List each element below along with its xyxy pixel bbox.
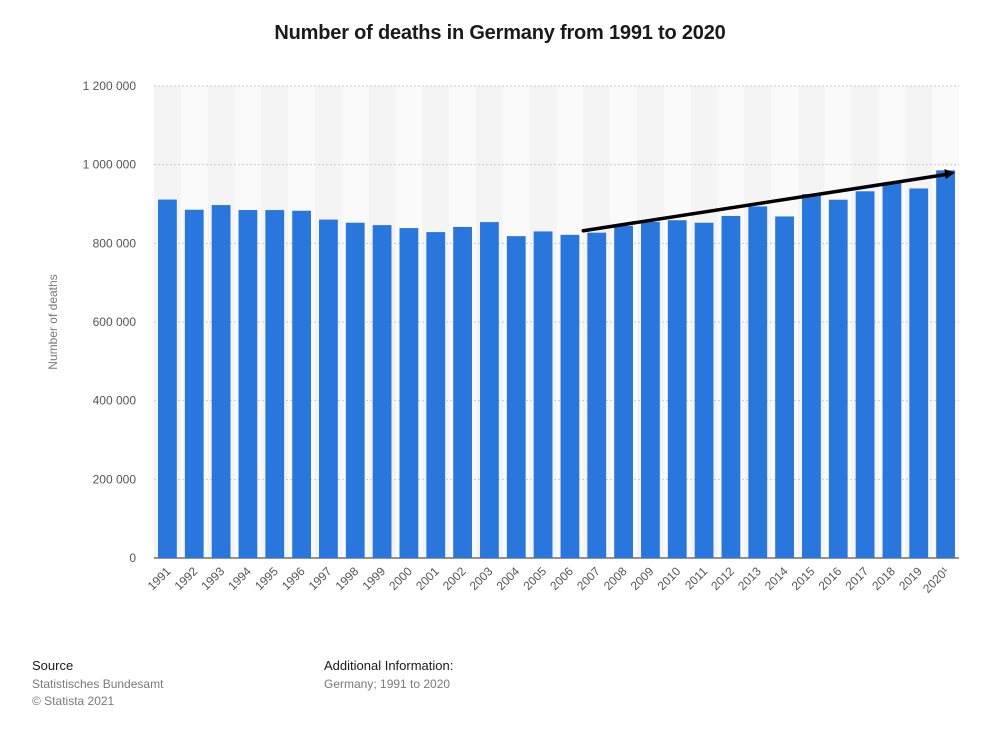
x-tick-label: 2011 [682, 564, 710, 592]
additional-info-text: Germany; 1991 to 2020 [324, 677, 451, 691]
y-axis-label: Number of deaths [46, 274, 60, 369]
x-tick-label: 2007 [574, 564, 603, 593]
bar-1999 [372, 225, 392, 558]
trend-arrowhead [944, 169, 955, 180]
bar-2018 [882, 182, 902, 558]
bar-2013 [748, 206, 768, 558]
x-tick-label: 2020¹ [920, 564, 952, 596]
x-tick-label: 2012 [708, 564, 737, 593]
bar-2010 [667, 220, 687, 558]
bar-2004 [506, 236, 526, 559]
bar-1991 [158, 199, 177, 558]
x-tick-label: 2010 [655, 564, 684, 593]
bar-2012 [721, 215, 741, 558]
y-tick-label: 600 000 [93, 315, 137, 329]
x-tick-label: 2004 [494, 564, 523, 593]
bar-1993 [211, 205, 231, 559]
x-tick-label: 2002 [440, 564, 469, 593]
x-tick-label: 2006 [547, 564, 576, 593]
x-tick-label: 2019 [896, 564, 925, 593]
x-tick-label: 2015 [789, 564, 818, 593]
bar-2000 [399, 228, 419, 558]
x-tick-label: 1994 [225, 564, 254, 593]
x-tick-label: 2018 [869, 564, 898, 593]
trend-annotation [581, 169, 955, 233]
bar-2008 [614, 225, 633, 558]
source-line: Statistisches Bundesamt [32, 677, 164, 691]
x-tick-label: 1991 [145, 564, 174, 593]
chart-title: Number of deaths in Germany from 1991 to… [274, 22, 726, 44]
y-tick-label: 1 200 000 [83, 79, 137, 93]
x-axis-tick-labels: 1991199219931994199519961997199819992000… [145, 564, 952, 596]
x-tick-label: 1992 [172, 564, 201, 593]
bar-2005 [533, 231, 553, 559]
bar-1994 [238, 210, 258, 559]
bar-1995 [265, 210, 285, 558]
x-tick-label: 1998 [333, 564, 362, 593]
x-tick-label: 2001 [413, 564, 442, 593]
trend-line [581, 172, 951, 233]
bar-2014 [775, 216, 794, 558]
x-tick-label: 2005 [520, 564, 549, 593]
bar-2007 [587, 232, 607, 559]
gridlines [154, 85, 959, 559]
x-tick-label: 1999 [359, 564, 388, 593]
x-tick-label: 1993 [198, 564, 227, 593]
bar-2015 [802, 194, 821, 558]
source-heading: Source [32, 658, 74, 673]
bar-2011 [694, 222, 714, 559]
bar-1992 [184, 209, 204, 558]
x-tick-label: 2016 [816, 564, 845, 593]
bars [158, 170, 955, 559]
y-tick-label: 1 000 000 [83, 158, 137, 172]
bar-2001 [426, 232, 446, 558]
copyright-line: © Statista 2021 [32, 694, 115, 708]
x-tick-label: 2009 [628, 564, 657, 593]
bar-1997 [319, 219, 338, 558]
x-tick-label: 2000 [386, 564, 415, 593]
x-tick-label: 2017 [842, 564, 871, 593]
x-tick-label: 2014 [762, 564, 791, 593]
bar-2017 [855, 191, 875, 559]
y-tick-label: 0 [129, 551, 136, 565]
x-tick-label: 1995 [252, 564, 281, 593]
y-tick-label: 800 000 [93, 236, 137, 250]
y-tick-label: 400 000 [93, 394, 137, 408]
x-tick-label: 1997 [306, 564, 335, 593]
x-tick-label: 2013 [735, 564, 764, 593]
bar-2019 [909, 188, 929, 559]
bar-1998 [345, 222, 365, 559]
bar-2003 [480, 222, 499, 559]
bar-2006 [560, 234, 580, 558]
bar-2002 [453, 226, 472, 559]
bar-2009 [641, 221, 660, 558]
bar-1996 [292, 210, 311, 558]
bar-2020 [936, 170, 955, 558]
x-tick-label: 2003 [467, 564, 496, 593]
x-tick-label: 1996 [279, 564, 308, 593]
additional-info-heading: Additional Information: [324, 658, 454, 673]
y-axis-tick-labels: 0 200 000 400 000 600 000 800 000 1 000 000 1 … [83, 79, 137, 565]
x-tick-label: 2008 [601, 564, 630, 593]
bar-2016 [828, 199, 848, 558]
y-tick-label: 200 000 [93, 472, 137, 486]
